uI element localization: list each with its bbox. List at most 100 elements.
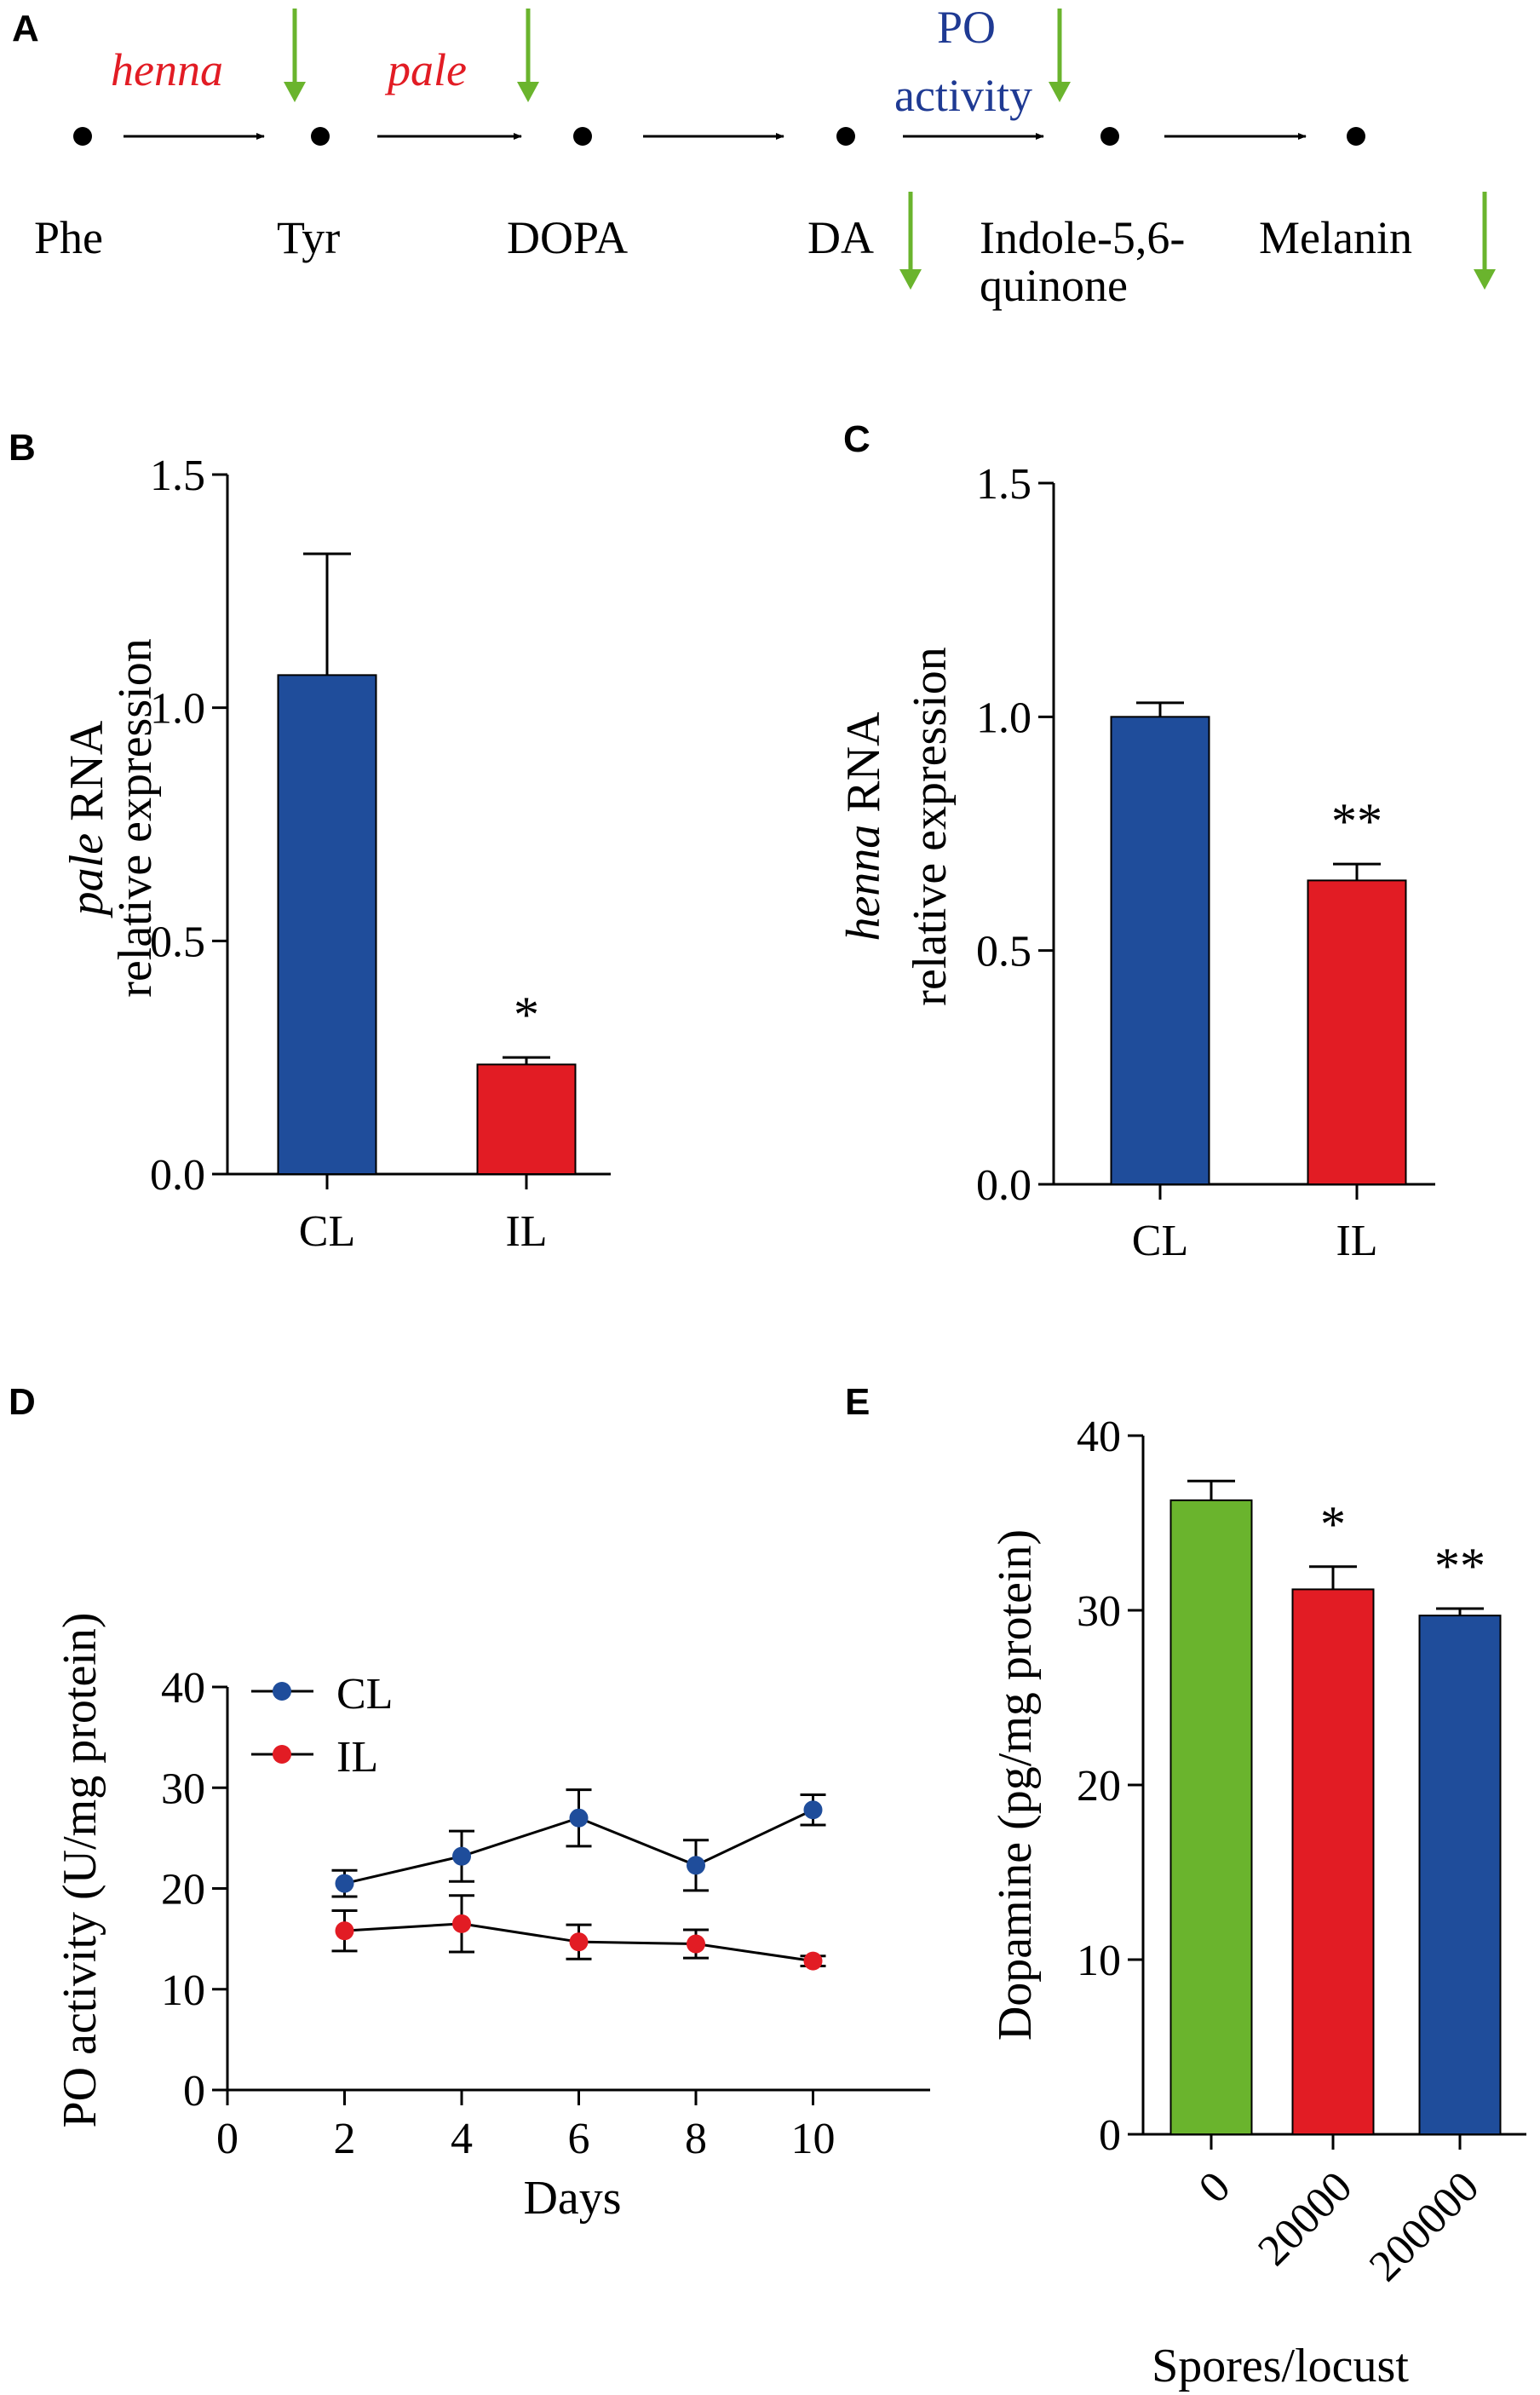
chart-c-y-tick-label-2: 1.0 [976,694,1031,742]
chart-b-y-title: pale RNA [60,720,113,918]
chart-c-x-label-1: IL [1336,1217,1377,1265]
down-arrow-step-1-head [517,82,539,102]
chart-d-x-tick-label-5: 10 [791,2115,836,2163]
chart-c-y-title-line2: relative expression [904,647,957,1005]
compound-label-5: Melanin [1259,212,1412,263]
chart-d-point-cl-4 [803,1800,823,1820]
chart-b-y-title-italic: pale [60,833,113,918]
pathway-node-3 [836,127,855,146]
chart-d-point-il-2 [569,1932,589,1952]
chart-d-point-il-4 [803,1951,823,1971]
chart-c-y-tick-label-1: 0.5 [976,928,1031,976]
chart-e-bar-0 [1169,1499,1253,2135]
chart-d-y-tick-label-2: 20 [161,1866,205,1914]
chart-b-y-title-line2: relative expression [109,638,162,997]
chart-b-y-tick-label-2: 1.0 [150,685,205,734]
chart-e-y-tick-label-4: 40 [1077,1413,1121,1461]
chart-d-x-tick-label-4: 8 [685,2115,707,2163]
chart-b-y-title-rest: RNA [60,720,113,833]
chart-c-x-label-0: CL [1132,1217,1188,1265]
chart-d-legend-label-cl: CL [336,1670,393,1719]
chart-e-y-tick-label-0: 0 [1099,2111,1121,2160]
chart-d-point-cl-0 [335,1874,354,1893]
chart-e-x-label-2: 200000 [1360,2162,1489,2291]
chart-d-point-cl-2 [569,1808,589,1828]
enzyme-label-2-line2: activity [894,70,1032,121]
chart-d-po-activity: 0 10 20 30 40 0 2 4 6 8 10 CL IL PO activity (U/mg pr… [54,1612,930,2225]
pathway-node-5 [1347,127,1365,146]
chart-c-y-tick-label-3: 1.5 [976,460,1031,509]
chart-d-point-cl-3 [687,1856,705,1875]
down-arrow-melanin-head [1474,269,1496,290]
chart-e-x-label-0: 0 [1190,2162,1240,2213]
enzyme-label-2: PO [937,2,996,53]
chart-d-y-tick-label-1: 10 [161,1966,205,2015]
pathway-node-2 [573,127,592,146]
chart-c-henna-expression: 0.0 0.5 1.0 1.5 ** CL IL henna RNA relative expr… [837,460,1435,1265]
chart-c-y-title-italic: henna [837,825,890,941]
chart-b-y-tick-label-3: 1.5 [150,452,205,500]
chart-d-legend-marker-cl [273,1682,291,1701]
chart-e-y-title: Dopamine (pg/mg protein) [989,1529,1042,2041]
panel-letter-a: A [12,8,39,49]
chart-b-significance-1: * [514,987,539,1043]
chart-e-bar-2 [1418,1615,1502,2135]
chart-d-point-il-1 [452,1914,471,1933]
chart-e-y-tick-label-1: 10 [1077,1937,1121,1985]
chart-d-x-tick-label-3: 6 [568,2115,590,2163]
compound-label-0: Phe [34,212,103,263]
chart-d-y-title: PO activity (U/mg protein) [54,1612,106,2127]
chart-c-y-tick-label-0: 0.0 [976,1161,1031,1210]
down-arrow-step-0-head [284,82,306,102]
chart-d-y-tick-label-4: 40 [161,1664,205,1713]
chart-b-x-label-1: IL [505,1207,547,1256]
chart-e-bar-1 [1291,1588,1375,2135]
compound-label-1: Tyr [277,212,340,263]
chart-b-y-tick-label-1: 0.5 [150,918,205,966]
chart-d-y-tick-label-0: 0 [183,2067,205,2116]
enzyme-label-0: henna [111,44,223,95]
pathway-node-0 [73,127,92,146]
chart-d-x-tick-label-2: 4 [451,2115,473,2163]
chart-c-bar-1 [1307,879,1407,1186]
chart-d-x-tick-label-1: 2 [334,2115,356,2163]
pathway-node-1 [311,127,330,146]
chart-e-x-label-1: 20000 [1249,2162,1361,2275]
panel-letter-e: E [845,1381,870,1423]
down-arrow-step-2-head [1049,82,1071,102]
compound-label-4-line2: quinone [980,260,1128,311]
compound-label-3: DA [807,212,874,263]
chart-d-point-il-0 [335,1921,354,1941]
chart-c-significance-1: ** [1331,793,1382,849]
chart-d-x-title: Days [523,2172,621,2225]
chart-c-y-title: henna RNA [837,711,890,941]
chart-d-legend-marker-il [273,1745,291,1764]
chart-c-bar-0 [1110,716,1210,1185]
chart-b-bar-0 [277,674,377,1175]
chart-e-significance-2: ** [1434,1538,1485,1594]
chart-b-y-tick-label-0: 0.0 [150,1151,205,1200]
compound-label-2: DOPA [507,212,628,263]
chart-e-y-tick-label-2: 20 [1077,1762,1121,1811]
compound-label-4: Indole-5,6- [980,212,1185,263]
chart-d-y-tick-label-3: 30 [161,1765,205,1813]
down-arrow-da-head [899,269,922,290]
enzyme-label-1: pale [384,44,467,95]
chart-e-significance-1: * [1320,1496,1346,1552]
chart-d-legend-label-il: IL [336,1733,378,1782]
pathway-diagram: Phe Tyr DOPA DA Indole-5,6-quinone Melanin hen… [34,2,1496,311]
panel-letter-c: C [843,418,871,460]
chart-e-y-tick-label-3: 30 [1077,1587,1121,1636]
pathway-node-4 [1100,127,1119,146]
chart-c-y-title-rest: RNA [837,711,890,825]
panel-letter-b: B [9,427,36,469]
chart-e-x-title: Spores/locust [1152,2340,1409,2392]
chart-d-x-tick-label-0: 0 [216,2115,238,2163]
chart-b-bar-1 [476,1063,577,1176]
chart-b-x-label-0: CL [299,1207,355,1256]
panel-letter-d: D [9,1381,36,1423]
chart-d-point-il-3 [687,1934,705,1954]
